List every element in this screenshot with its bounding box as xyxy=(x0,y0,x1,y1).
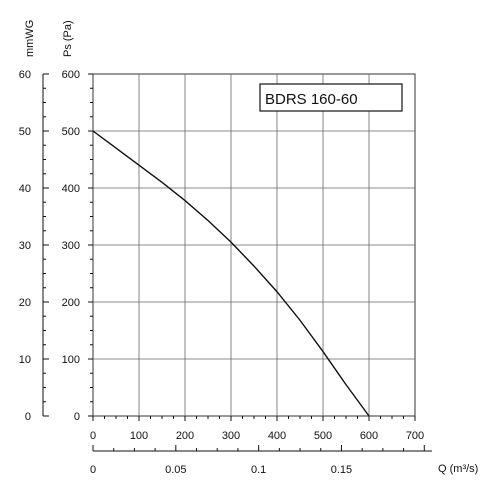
y-tick-label: 400 xyxy=(62,183,80,195)
flow-tick-label: 0.05 xyxy=(165,464,186,476)
flow-tick-label: 0.1 xyxy=(251,464,266,476)
grid xyxy=(92,73,416,417)
mmwg-tick-label: 40 xyxy=(19,183,31,195)
x-tick-label: 100 xyxy=(130,430,148,442)
y-tick-label: 0 xyxy=(74,411,80,423)
mmwg-tick-label: 20 xyxy=(19,297,31,309)
mmwg-tick-label: 50 xyxy=(19,126,31,138)
y-tick-label: 200 xyxy=(62,297,80,309)
x-tick-label: 400 xyxy=(268,430,286,442)
x-tick-label: 0 xyxy=(90,430,96,442)
x-tick-label: 200 xyxy=(176,430,194,442)
model-label-box xyxy=(259,83,403,112)
mmwg-tick-label: 0 xyxy=(25,411,31,423)
x-tick-label: 700 xyxy=(406,430,424,442)
ps-axis-title: Ps (Pa) xyxy=(62,20,74,57)
y-tick-label: 300 xyxy=(62,240,80,252)
axes xyxy=(42,74,432,452)
mmwg-tick-label: 10 xyxy=(19,354,31,366)
fan-curve-line xyxy=(92,130,370,417)
x-tick-label: 300 xyxy=(222,430,240,442)
series xyxy=(92,130,370,417)
flow-tick-label: 0.15 xyxy=(331,464,352,476)
mmwg-tick-label: 60 xyxy=(19,69,31,81)
mmwg-axis-title: mmWG xyxy=(24,20,36,57)
flow-axis-title: Q (m³/s) xyxy=(438,463,478,475)
x-tick-label: 600 xyxy=(360,430,378,442)
y-tick-label: 500 xyxy=(62,126,80,138)
chart-title: BDRS 160-60 xyxy=(265,91,358,108)
y-tick-label: 600 xyxy=(62,69,80,81)
y-tick-label: 100 xyxy=(62,354,80,366)
flow-tick-label: 0 xyxy=(90,464,96,476)
x-tick-label: 500 xyxy=(314,430,332,442)
ticks: 0 100 200 300 400 500 600 700010020030040050060… xyxy=(19,69,425,476)
mmwg-tick-label: 30 xyxy=(19,240,31,252)
